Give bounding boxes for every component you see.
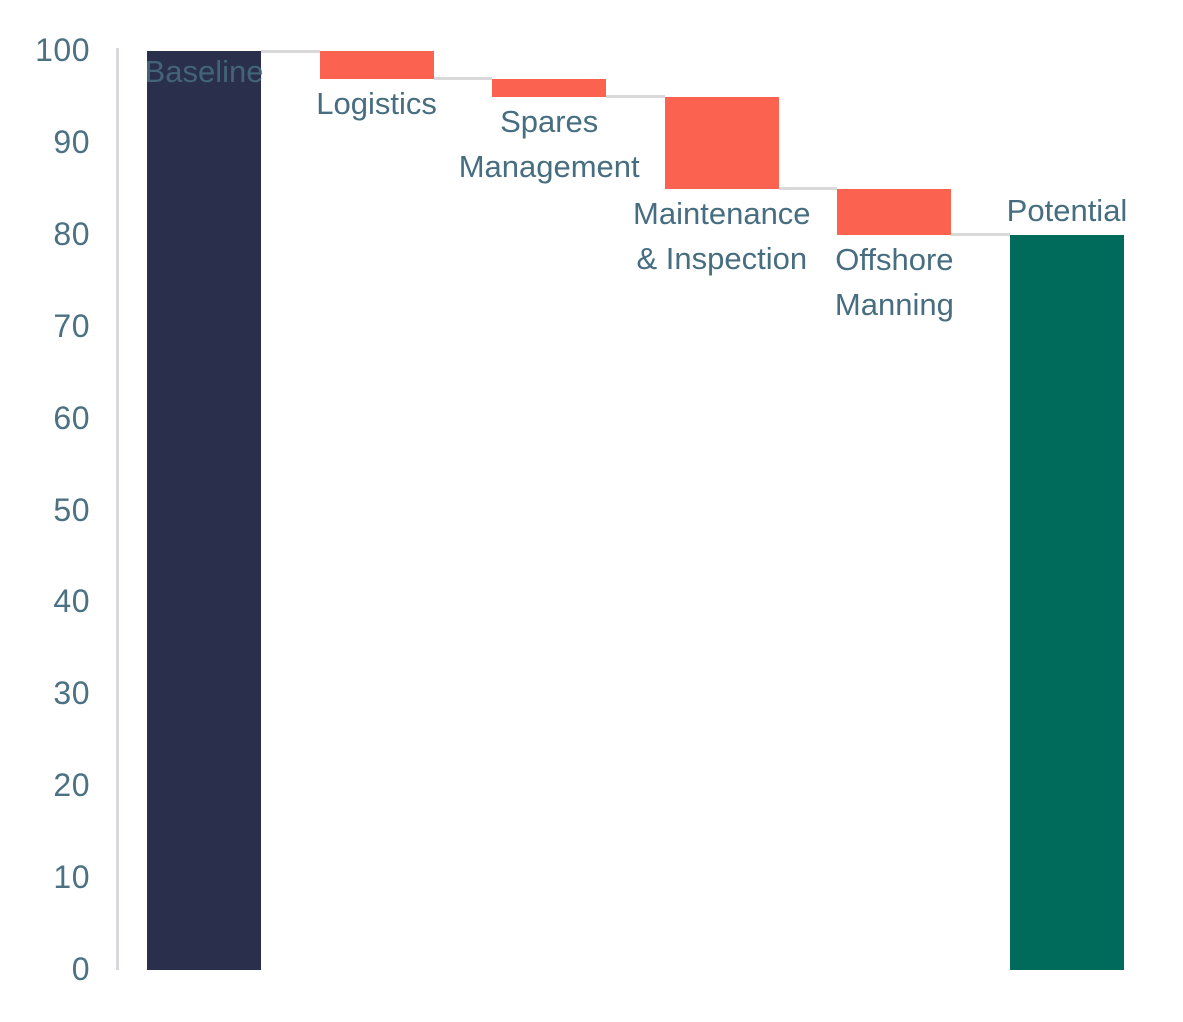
category-label-baseline: Baseline [145,49,264,94]
y-axis-tick-label: 10 [53,858,90,895]
category-label-line: & Inspection [636,240,808,276]
y-axis-tick-label: 60 [53,399,90,436]
category-label-potential: Potential [1007,188,1128,233]
waterfall-bar-offshore-manning [837,188,952,235]
y-axis-tick-label: 100 [35,31,90,68]
category-label-line: Logistics [316,85,437,121]
step-connector-line [606,95,665,99]
category-label-line: Manning [834,286,954,322]
waterfall-bar-logistics [319,51,434,79]
y-axis-tick-label: 40 [53,583,90,620]
category-label-maintenance-inspection: Maintenance & Inspection [633,191,811,281]
category-label-logistics: Logistics [316,81,437,126]
step-connector-line [951,233,1010,237]
category-label-line: Maintenance [633,195,811,231]
category-label-line: Management [458,148,640,184]
category-label-line: Offshore [835,241,954,277]
category-label-line: Spares [500,103,599,139]
category-label-line: Baseline [144,54,264,89]
y-axis-tick-label: 0 [71,950,90,987]
waterfall-bar-maintenance-inspection [664,96,779,189]
step-connector-line [261,49,320,53]
y-axis-tick-label: 30 [53,675,90,712]
step-connector-line [433,77,493,81]
waterfall-bar-spares-management [492,78,607,97]
y-axis-tick-label: 70 [53,307,90,344]
y-axis-tick-label: 90 [53,123,90,160]
y-axis-tick-label: 50 [53,491,90,528]
y-axis-tick-label: 80 [53,215,90,252]
y-axis-tick-label: 20 [53,766,90,803]
waterfall-bar-potential [1010,234,1124,970]
category-label-spares-management: Spares Management [459,99,640,189]
category-label-line: Potential [1006,192,1128,228]
waterfall-bar-baseline [147,51,261,970]
y-axis-line [116,48,119,970]
step-connector-line [778,187,838,191]
category-label-offshore-manning: Offshore Manning [835,237,954,327]
